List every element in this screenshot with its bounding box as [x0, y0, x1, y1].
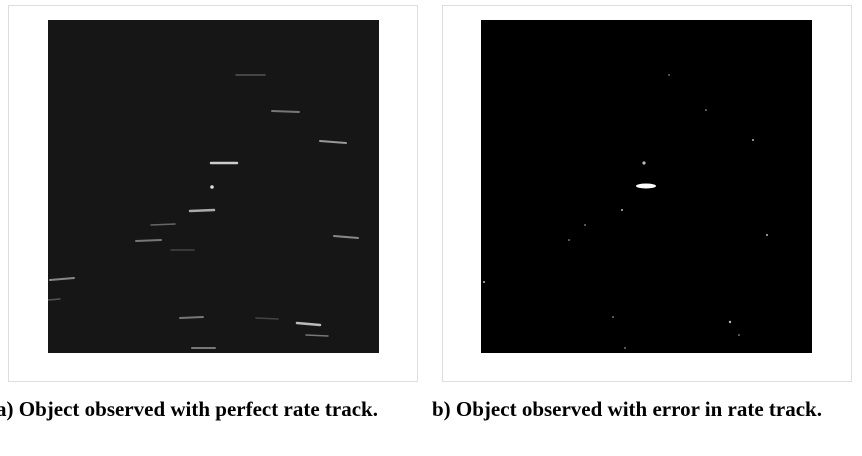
caption: a) Object observed with perfect rate tra…	[0, 394, 420, 424]
page: {"figures": [ {"caption": "a) Object obs…	[0, 0, 862, 456]
image-rate-error	[481, 20, 812, 353]
image-perfect-track	[48, 20, 379, 353]
caption: b) Object observed with error in rate tr…	[432, 394, 856, 424]
